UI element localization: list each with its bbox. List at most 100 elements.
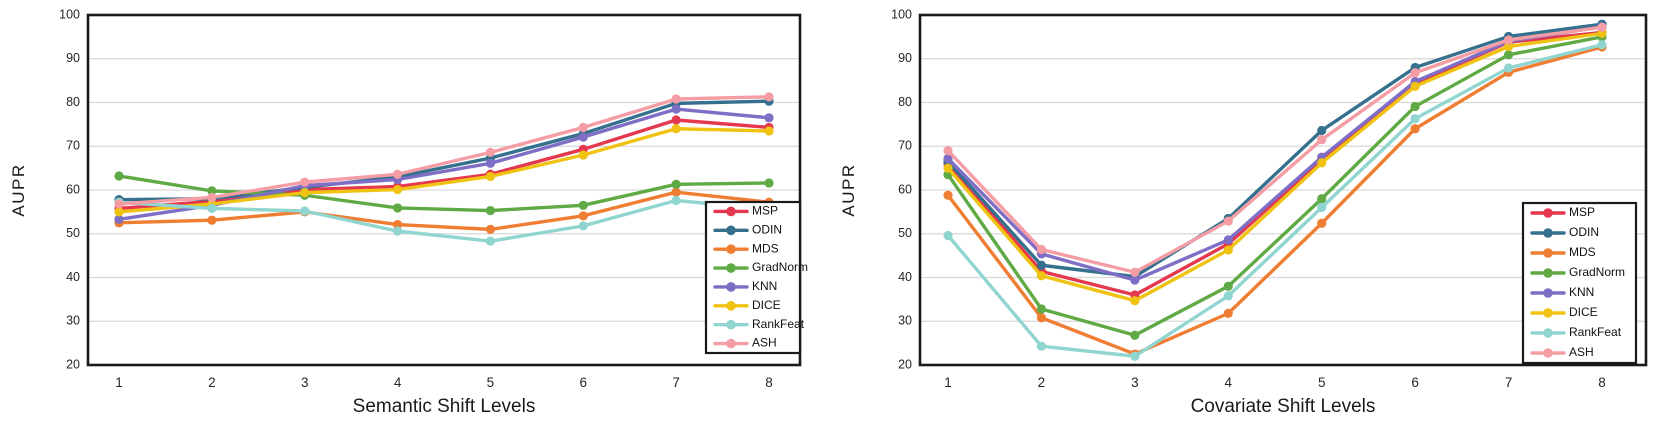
- series-marker-gradnorm: [114, 171, 124, 181]
- series-marker-gradnorm: [1223, 281, 1233, 291]
- series-marker-rankfeat: [578, 221, 588, 231]
- y-tick-label: 80: [898, 95, 912, 109]
- series-line-mds: [117, 190, 771, 232]
- series-marker-rankfeat: [207, 203, 217, 213]
- x-tick-label: 6: [1411, 375, 1419, 390]
- series-marker-rankfeat: [1036, 341, 1047, 351]
- y-tick-label: 30: [898, 314, 912, 328]
- x-tick-label: 7: [672, 375, 680, 390]
- x-tick-label: 1: [115, 375, 123, 390]
- series-line-gradnorm: [117, 174, 771, 213]
- legend-swatch-marker: [726, 244, 736, 254]
- x-tick-label: 1: [944, 375, 952, 390]
- series-marker-knn: [943, 153, 953, 164]
- x-tick-label: 4: [394, 375, 402, 390]
- legend-swatch-marker: [1543, 228, 1553, 238]
- series-line-mds: [946, 45, 1604, 356]
- y-tick-label: 70: [66, 139, 80, 153]
- covariate-shift-chart: 20 30 40 50 60 70 80 90 100 1 2 3 4 5 6 7 8 Covariate Shi…: [830, 0, 1660, 423]
- series-marker-mds: [1223, 308, 1233, 318]
- legend-label: MDS: [1569, 245, 1596, 259]
- x-tick-label: 4: [1225, 375, 1233, 390]
- x-tick-label: 2: [1038, 375, 1046, 390]
- legend-swatch-marker: [726, 282, 736, 292]
- x-tick-label: 5: [487, 375, 495, 390]
- series-marker-rankfeat: [1317, 202, 1327, 213]
- series-marker-gradnorm: [392, 203, 403, 213]
- series-marker-gradnorm: [1036, 304, 1047, 314]
- legend-label: MDS: [752, 241, 779, 255]
- y-tick-label: 50: [66, 226, 80, 240]
- series-marker-ash: [1597, 22, 1607, 32]
- legend-label: DICE: [752, 298, 781, 312]
- series-marker-rankfeat: [1223, 291, 1233, 301]
- series-marker-rankfeat: [300, 206, 310, 216]
- series-marker-dice: [671, 124, 681, 134]
- plot-border: [918, 13, 1648, 367]
- legend-swatch-marker: [1543, 288, 1553, 298]
- x-tick-label: 7: [1505, 375, 1513, 390]
- legend-label: RankFeat: [1569, 325, 1622, 339]
- series-marker-ash: [764, 92, 774, 102]
- series-marker-gradnorm: [1503, 50, 1514, 60]
- legend-label: ODIN: [1569, 225, 1599, 239]
- y-tick-label: 70: [898, 139, 912, 153]
- x-tick-label: 3: [301, 375, 309, 390]
- y-tick-label: 20: [898, 357, 912, 371]
- y-tick-label: 80: [66, 95, 80, 109]
- series-marker-ash: [943, 146, 953, 156]
- series-marker-dice: [1410, 81, 1420, 91]
- legend-box: [1521, 201, 1638, 365]
- y-tick-label: 50: [898, 226, 912, 240]
- y-tick-label: 60: [66, 182, 80, 196]
- series-marker-dice: [300, 188, 310, 198]
- y-tick-label: 100: [59, 7, 80, 21]
- series-marker-rankfeat: [1597, 40, 1607, 50]
- series-marker-knn: [485, 158, 496, 168]
- series-line-ash: [117, 95, 771, 206]
- series-marker-gradnorm: [1130, 330, 1140, 340]
- series-marker-ash: [1036, 244, 1047, 255]
- series-line-knn: [946, 25, 1604, 282]
- y-tick-label: 90: [898, 51, 912, 65]
- legend-label: MSP: [752, 204, 778, 218]
- series-line-msp: [117, 118, 771, 211]
- legend-swatch-marker: [726, 338, 736, 349]
- legend-label: DICE: [1569, 305, 1598, 319]
- series-marker-knn: [671, 104, 681, 114]
- y-tick-label: 40: [66, 270, 80, 284]
- y-tick-label: 20: [66, 357, 80, 371]
- series-marker-knn: [1130, 275, 1140, 285]
- series-marker-dice: [1130, 296, 1140, 306]
- legend-label: RankFeat: [752, 317, 805, 331]
- x-tick-label: 8: [765, 375, 773, 390]
- plot-border: [86, 13, 802, 367]
- legend-swatch-marker: [1543, 348, 1553, 358]
- series-marker-rankfeat: [671, 195, 681, 206]
- legend-label: ODIN: [752, 222, 782, 236]
- semantic-shift-chart-panel: 20 30 40 50 60 70 80 90 100 1 2 3 4 5 6 7 8 Semantic Shif…: [9, 7, 809, 417]
- series-marker-ash: [1410, 68, 1420, 78]
- series-marker-knn: [764, 113, 774, 123]
- series-marker-ash: [485, 147, 496, 157]
- series-marker-mds: [1317, 218, 1327, 228]
- series-marker-gradnorm: [764, 178, 774, 188]
- series-marker-ash: [578, 122, 588, 133]
- legend-swatch-marker: [726, 301, 736, 311]
- legend-swatch-marker: [1543, 268, 1553, 278]
- covariate-shift-chart-panel: 20 30 40 50 60 70 80 90 100 1 2 3 4 5 6 7 8 Covariate Shi…: [830, 0, 1660, 423]
- series-marker-ash: [392, 169, 403, 179]
- x-tick-label: 5: [1318, 375, 1326, 390]
- legend-label: ASH: [752, 336, 777, 350]
- series-marker-mds: [1036, 313, 1047, 323]
- series-marker-gradnorm: [1317, 194, 1327, 204]
- series-line-odin: [117, 99, 771, 202]
- legend-swatch-marker: [726, 263, 736, 273]
- series-marker-gradnorm: [671, 179, 681, 189]
- series-marker-dice: [943, 163, 953, 173]
- series-marker-dice: [114, 207, 124, 217]
- legend-swatch-marker: [726, 225, 736, 236]
- series-marker-dice: [1036, 271, 1047, 281]
- legend-swatch-marker: [726, 206, 736, 217]
